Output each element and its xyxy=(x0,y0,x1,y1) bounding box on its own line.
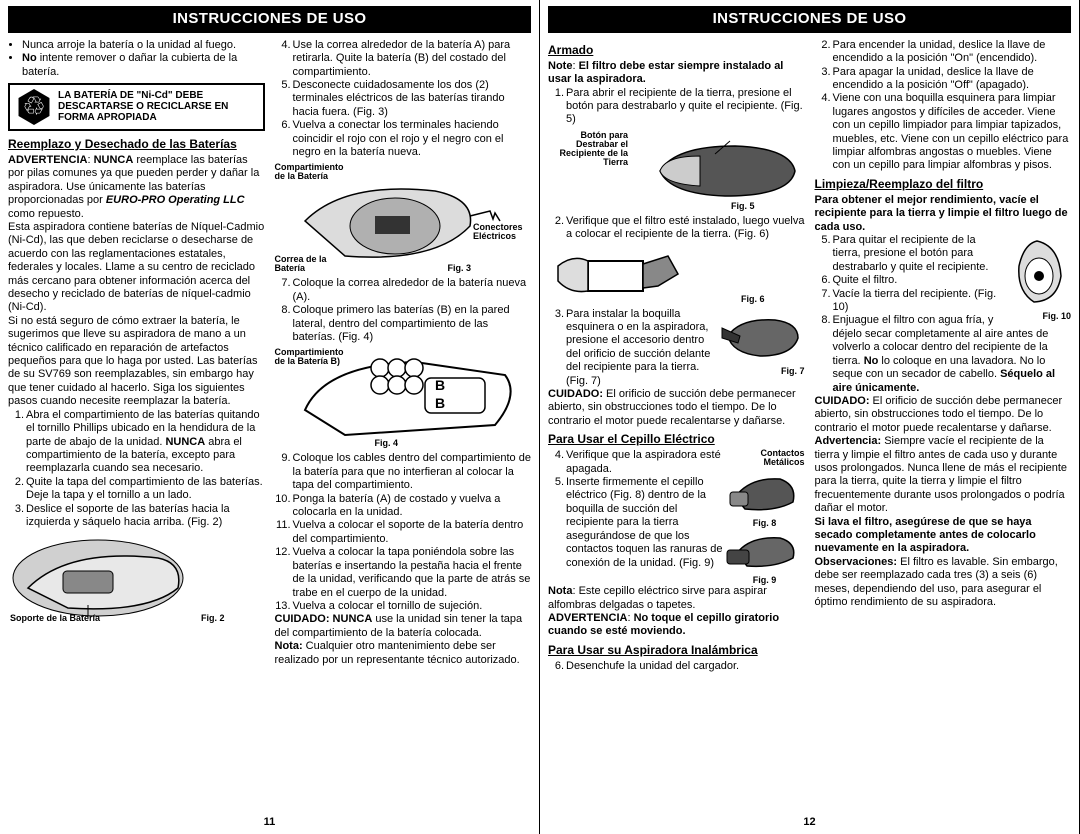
armado-2: Verifique que el filtro esté instalado, … xyxy=(566,215,805,242)
step11: Vuelva a colocar el soporte de la baterí… xyxy=(293,519,532,546)
armado-1: Para abrir el recipiente de la tierra, p… xyxy=(566,87,805,127)
page-12: INSTRUCCIONES DE USO Armado Note: El fil… xyxy=(540,0,1080,834)
inalam-4: Viene con una boquilla esquinera para li… xyxy=(833,92,1072,172)
p11-col2: Use la correa alrededor de la batería A)… xyxy=(275,39,532,815)
armado-step2: Verifique que el filtro esté instalado, … xyxy=(548,215,805,242)
svg-text:B: B xyxy=(435,377,445,393)
fig5-cap: Fig. 5 xyxy=(731,202,755,211)
step5: Desconecte cuidadosamente los dos (2) te… xyxy=(293,79,532,119)
step13: Vuelva a colocar el tornillo de sujeción… xyxy=(293,600,532,613)
inalam-1: Desenchufe la unidad del cargador. xyxy=(566,660,805,673)
steps-4-6: Use la correa alrededor de la batería A)… xyxy=(275,39,532,160)
figure-6: Fig. 6 xyxy=(548,246,805,304)
columns-right: Armado Note: El filtro debe estar siempr… xyxy=(548,39,1071,815)
recycle-warning-box: LA BATERÍA DE "Ni-Cd" DEBE DESCARTARSE O… xyxy=(8,83,265,131)
section-armado: Armado xyxy=(548,43,805,58)
inalam-steps-cont: Para encender la unidad, deslice la llav… xyxy=(815,39,1072,173)
armado-3: Fig. 7 Para instalar la boquilla esquine… xyxy=(566,308,805,388)
section-cepillo: Para Usar el Cepillo Eléctrico xyxy=(548,432,805,447)
page-header-right: INSTRUCCIONES DE USO xyxy=(548,6,1071,33)
cepillo-steps: Verifique que la aspiradora esté apagada… xyxy=(548,449,805,570)
page-header-left: INSTRUCCIONES DE USO xyxy=(8,6,531,33)
columns-left: Nunca arroje la batería o la unidad al f… xyxy=(8,39,531,815)
f-3: Vacíe la tierra del recipiente. (Fig. 10… xyxy=(833,288,1072,315)
step12: Vuelva a colocar la tapa poniéndola sobr… xyxy=(293,546,532,600)
inalam-2: Para encender la unidad, deslice la llav… xyxy=(833,39,1072,66)
section-limpieza: Limpieza/Reemplazo del filtro xyxy=(815,177,1072,192)
figure-3: Compartimiento de la Batería Correa de l… xyxy=(275,163,532,273)
page-number-12: 12 xyxy=(548,816,1071,830)
step7: Coloque la correa alrededor de la baterí… xyxy=(293,277,532,304)
f-2: Quite el filtro. xyxy=(833,274,1072,287)
section-battery-replace: Reemplazo y Desechado de las Baterías xyxy=(8,137,265,152)
step8: Coloque primero las baterías (B) en la p… xyxy=(293,304,532,344)
fig3-l3: Conectores Eléctricos xyxy=(473,223,531,241)
fig4-cap: Fig. 4 xyxy=(375,439,399,448)
fig7-cap: Fig. 7 xyxy=(720,367,805,376)
cuidado-orificio: CUIDADO: El orificio de succión debe per… xyxy=(548,388,805,428)
svg-text:B: B xyxy=(435,395,445,411)
armado-3-text: Para instalar la boquilla esquinera o en… xyxy=(566,308,710,387)
advert-replace: ADVERTENCIA: NUNCA reemplace las batería… xyxy=(8,154,265,221)
bullet-2: No intente remover o dañar la cubierta d… xyxy=(22,52,265,79)
figure-5: Botón para Destrabar el Recipiente de la… xyxy=(548,131,805,211)
figure-2: Soporte de la Batería Fig. 2 xyxy=(8,533,265,623)
armado-step1: Para abrir el recipiente de la tierra, p… xyxy=(548,87,805,127)
step1: Abra el compartimiento de las baterías q… xyxy=(26,409,265,476)
advertencia-2: Advertencia: Siempre vacíe el recipiente… xyxy=(815,435,1072,515)
fig3-l2: Correa de la Batería xyxy=(275,255,335,273)
filtro-steps: Para quitar el recipiente de la tierra, … xyxy=(815,234,1072,395)
observaciones: Observaciones: El filtro es lavable. Sin… xyxy=(815,556,1072,610)
nota-cepillo: Nota: Este cepillo eléctrico sirve para … xyxy=(548,585,805,612)
f-1: Para quitar el recipiente de la tierra, … xyxy=(833,234,1072,274)
fig5-l1: Botón para Destrabar el Recipiente de la… xyxy=(558,131,628,167)
nota-mantenimiento: Nota: Cualquier otro mantenimiento debe … xyxy=(275,640,532,667)
fig9-cap: Fig. 9 xyxy=(725,576,805,585)
cep-2: Inserte firmemente el cepillo eléctrico … xyxy=(566,476,805,570)
para-tech: Si no está seguro de cómo extraer la bat… xyxy=(8,315,265,409)
steps-7-8: Coloque la correa alrededor de la baterí… xyxy=(275,277,532,344)
inalam-3: Para apagar la unidad, deslice la llave … xyxy=(833,66,1072,93)
fig2-label-soporte: Soporte de la Batería xyxy=(10,614,100,623)
step4: Use la correa alrededor de la batería A)… xyxy=(293,39,532,79)
intro-bullets: Nunca arroje la batería o la unidad al f… xyxy=(8,39,265,79)
fig2-caption: Fig. 2 xyxy=(201,614,225,623)
cuidado-2: CUIDADO: El orificio de succión debe per… xyxy=(815,395,1072,435)
step2: Quite la tapa del compartimiento de las … xyxy=(26,476,265,503)
para-nicd: Esta aspiradora contiene baterías de Níq… xyxy=(8,221,265,315)
adv-cepillo: ADVERTENCIA: No toque el cepillo girator… xyxy=(548,612,805,639)
figure-7-wrap: Fig. 7 xyxy=(720,308,805,376)
cuidado-tapa: CUIDADO: NUNCA use la unidad sin tener l… xyxy=(275,613,532,640)
step10: Ponga la batería (A) de costado y vuelva… xyxy=(293,493,532,520)
recycle-text: LA BATERÍA DE "Ni-Cd" DEBE DESCARTARSE O… xyxy=(58,90,259,123)
step6: Vuelva a conectar los terminales haciend… xyxy=(293,119,532,159)
figure-4: Compartimiento de la Batería B) B B Fig.… xyxy=(275,348,532,448)
page-11: INSTRUCCIONES DE USO Nunca arroje la bat… xyxy=(0,0,540,834)
recycle-icon xyxy=(16,89,52,125)
bullet-1: Nunca arroje la batería o la unidad al f… xyxy=(22,39,265,52)
steps-9-13: Coloque los cables dentro del compartimi… xyxy=(275,452,532,613)
f-4: Enjuague el filtro con agua fría, y déje… xyxy=(833,314,1072,394)
armado-step3: Fig. 7 Para instalar la boquilla esquine… xyxy=(548,308,805,388)
cep-1: Verifique que la aspiradora esté apagada… xyxy=(566,449,805,476)
limpieza-bold: Para obtener el mejor rendimiento, vacíe… xyxy=(815,194,1072,234)
section-inalam: Para Usar su Aspiradora Inalámbrica xyxy=(548,643,805,658)
note-filtro: Note: El filtro debe estar siempre insta… xyxy=(548,60,805,87)
fig6-cap: Fig. 6 xyxy=(741,295,765,304)
fig3-cap: Fig. 3 xyxy=(447,264,471,273)
step3: Deslice el soporte de las baterías hacia… xyxy=(26,503,265,530)
p12-col1: Armado Note: El filtro debe estar siempr… xyxy=(548,39,805,815)
lava-filtro: Si lava el filtro, asegúrese de que se h… xyxy=(815,516,1072,556)
steps-1-3: Abra el compartimiento de las baterías q… xyxy=(8,409,265,530)
p12-col2: Para encender la unidad, deslice la llav… xyxy=(815,39,1072,815)
p11-col1: Nunca arroje la batería o la unidad al f… xyxy=(8,39,265,815)
step9: Coloque los cables dentro del compartimi… xyxy=(293,452,532,492)
inalam-steps: Desenchufe la unidad del cargador. xyxy=(548,660,805,673)
page-number-11: 11 xyxy=(8,816,531,830)
